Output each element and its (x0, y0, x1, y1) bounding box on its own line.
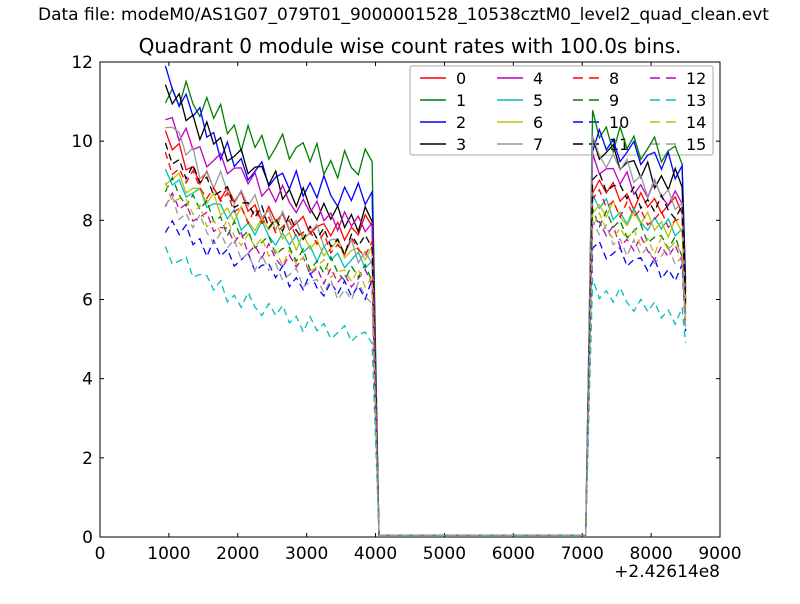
legend-item-label-4: 4 (533, 69, 543, 88)
legend-item-label-15: 15 (686, 135, 706, 154)
legend-item-label-10: 10 (609, 113, 629, 132)
x-tick-label: 5000 (423, 544, 466, 564)
series-line-1 (164, 79, 687, 537)
series-line-12 (164, 191, 687, 537)
legend-item-label-2: 2 (456, 113, 466, 132)
legend-item-label-1: 1 (456, 91, 466, 110)
y-tick-label: 10 (71, 132, 93, 152)
x-tick-label: 1000 (147, 544, 190, 564)
series-lines (164, 65, 687, 537)
series-line-0 (164, 130, 687, 537)
series-line-10 (164, 219, 687, 537)
y-tick-label: 12 (71, 53, 93, 73)
series-line-14 (164, 182, 687, 537)
series-line-7 (165, 126, 687, 537)
x-tick-label: 0 (95, 544, 106, 564)
x-tick-label: 2000 (216, 544, 259, 564)
series-line-3 (164, 84, 687, 537)
y-tick-label: 8 (82, 211, 93, 231)
legend-item-label-8: 8 (609, 69, 619, 88)
y-tick-label: 0 (82, 528, 93, 548)
series-line-5 (164, 168, 687, 537)
x-tick-label: 4000 (354, 544, 397, 564)
y-tick-label: 4 (82, 370, 93, 390)
legend-item-label-9: 9 (609, 91, 619, 110)
x-axis-offset-label: +2.42614e8 (614, 562, 720, 582)
chart-title: Quadrant 0 module wise count rates with … (139, 34, 682, 58)
series-line-13 (164, 246, 687, 537)
series-line-15 (164, 194, 687, 537)
series-line-6 (165, 172, 687, 537)
x-tick-label: 3000 (285, 544, 328, 564)
series-line-4 (165, 116, 687, 537)
x-tick-label: 8000 (629, 544, 672, 564)
legend-item-label-14: 14 (686, 113, 706, 132)
axes: 0 1000 2000 3000 4000 5000 6000 7000 8000 9000 0 2 4… (71, 53, 741, 564)
legend-item-label-7: 7 (533, 135, 543, 154)
legend-frame (409, 65, 714, 156)
legend-item-label-3: 3 (456, 135, 466, 154)
series-line-9 (164, 176, 687, 537)
legend-item-label-6: 6 (533, 113, 543, 132)
x-tick-label: 6000 (492, 544, 535, 564)
legend-item-label-5: 5 (533, 91, 543, 110)
y-tick-label: 2 (82, 449, 93, 469)
x-tick-label: 7000 (561, 544, 604, 564)
y-tick-label: 6 (82, 291, 93, 311)
legend-item-label-0: 0 (456, 69, 466, 88)
legend-item-label-12: 12 (686, 69, 706, 88)
series-line-8 (164, 151, 687, 537)
x-tick-label: 9000 (698, 544, 741, 564)
series-line-11 (164, 142, 687, 537)
data-file-label: Data file: modeM0/AS1G07_079T01_90000015… (38, 5, 769, 25)
legend-item-label-13: 13 (686, 91, 706, 110)
